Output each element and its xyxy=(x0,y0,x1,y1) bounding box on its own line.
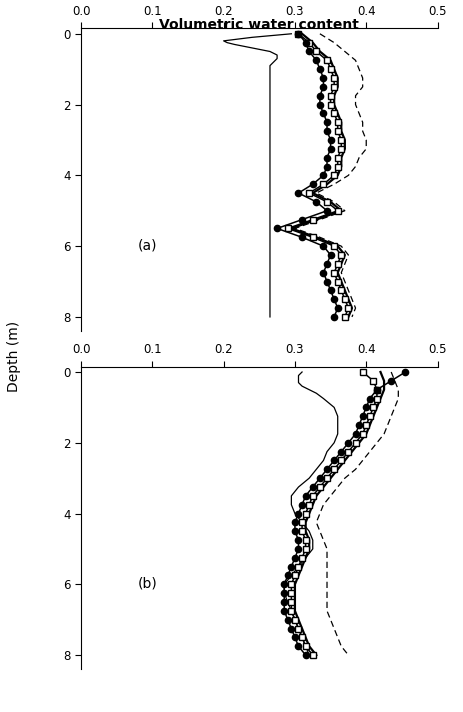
Text: Volumetric water content: Volumetric water content xyxy=(159,18,359,32)
Text: (b): (b) xyxy=(138,577,158,591)
Text: (a): (a) xyxy=(138,239,157,253)
Text: Depth (m): Depth (m) xyxy=(7,320,21,392)
